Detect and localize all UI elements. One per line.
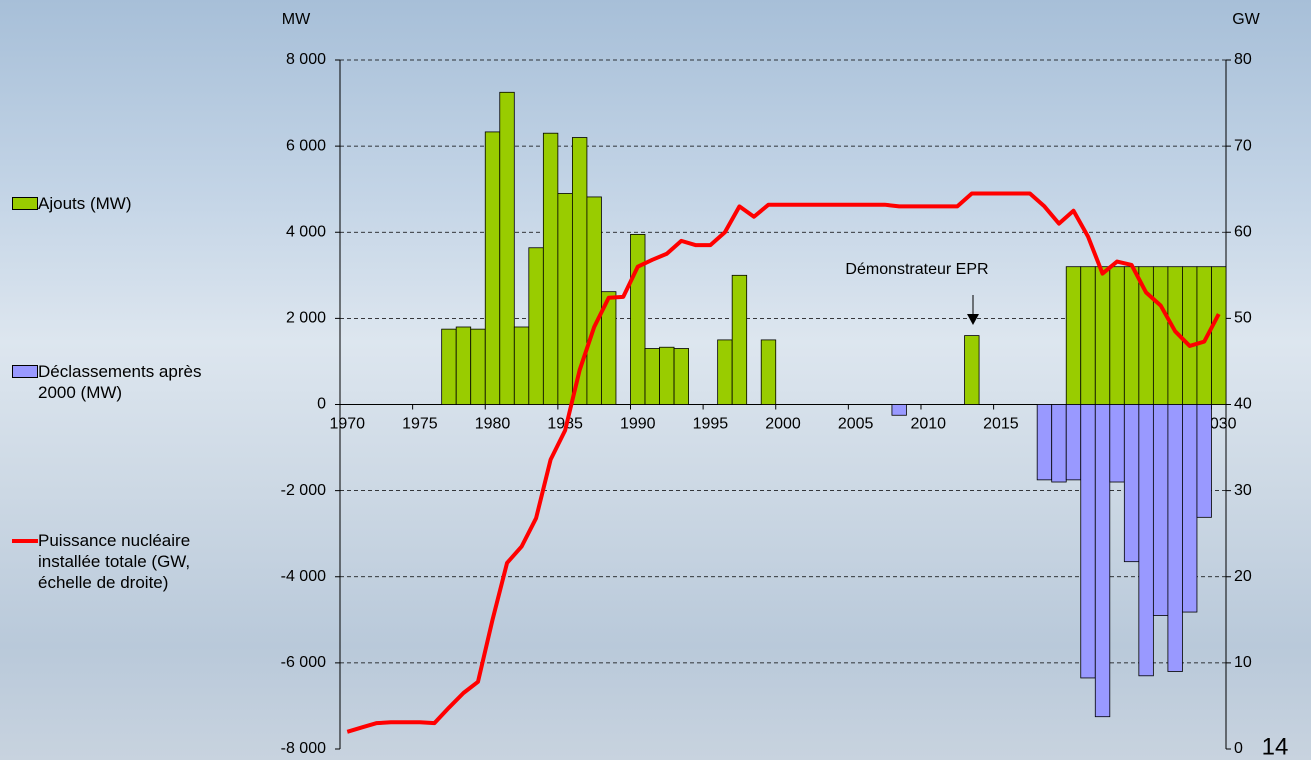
x-tick-label: 1970 xyxy=(329,416,365,433)
y2-tick-label: 50 xyxy=(1234,310,1252,327)
y-tick-label: -2 000 xyxy=(281,482,326,499)
bar xyxy=(1036,404,1053,481)
bar xyxy=(1109,404,1125,483)
bar xyxy=(455,326,472,405)
bar xyxy=(1196,404,1212,518)
bar xyxy=(1182,404,1198,613)
line xyxy=(346,191,1221,734)
bar xyxy=(1094,266,1111,405)
bar xyxy=(1138,404,1154,677)
annotation-arrowhead xyxy=(967,314,979,325)
annotation: Démonstrateur EPR xyxy=(845,261,988,278)
bar xyxy=(528,247,544,405)
bar xyxy=(1123,404,1140,563)
y2-tick-label: 60 xyxy=(1234,223,1252,240)
bar xyxy=(1182,266,1198,405)
legend-item: Puissance nucléaire installée totale (GW… xyxy=(12,530,208,593)
x-tick-label: 2000 xyxy=(765,416,801,433)
x-tick-label: 2015 xyxy=(983,416,1019,433)
legend-swatch xyxy=(12,197,38,210)
x-tick-label: 1995 xyxy=(693,416,729,433)
y2-tick-label: 0 xyxy=(1234,740,1243,757)
bar xyxy=(1152,266,1169,405)
y-tick-label: 2 000 xyxy=(286,310,326,327)
legend-item: Déclassements après 2000 (MW) xyxy=(12,361,213,403)
y-unit-left: MW xyxy=(282,11,311,28)
bar xyxy=(1211,266,1227,405)
bar xyxy=(441,328,457,405)
bar xyxy=(1138,266,1154,405)
bar xyxy=(1065,404,1082,481)
bar xyxy=(891,404,907,416)
bar xyxy=(1080,404,1096,679)
y-tick-label: -4 000 xyxy=(281,568,326,585)
bar xyxy=(470,328,486,405)
bar xyxy=(659,346,675,405)
legend-label: Déclassements après 2000 (MW) xyxy=(38,362,202,402)
bar xyxy=(542,132,559,405)
bar xyxy=(760,339,777,405)
x-tick-label: 1980 xyxy=(475,416,511,433)
y-tick-label: 8 000 xyxy=(286,51,326,68)
bar xyxy=(964,335,980,405)
legend-swatch xyxy=(12,365,38,378)
bar xyxy=(484,131,501,405)
bar xyxy=(731,274,748,405)
y2-tick-label: 10 xyxy=(1234,654,1252,671)
bar xyxy=(644,348,660,405)
bar xyxy=(601,291,617,405)
bar xyxy=(1051,404,1067,483)
plot-area: -8 000 -6 000 -4 000 -2 000 0 2 000 4 000 6 000… xyxy=(281,51,1252,757)
bar xyxy=(1065,266,1082,405)
y2-tick-label: 30 xyxy=(1234,482,1252,499)
bar xyxy=(673,348,689,405)
bar xyxy=(1109,266,1125,405)
legend-item: Ajouts (MW) xyxy=(12,193,223,214)
bar xyxy=(557,193,573,405)
legend-label: Puissance nucléaire installée totale (GW… xyxy=(38,531,191,592)
bar xyxy=(513,326,530,405)
legend-swatch xyxy=(12,539,38,543)
bar xyxy=(1094,404,1111,718)
y-unit-right: GW xyxy=(1232,11,1260,28)
x-tick-label: 1975 xyxy=(402,416,438,433)
bar xyxy=(1167,404,1183,672)
y2-tick-label: 70 xyxy=(1234,137,1252,154)
bar xyxy=(1152,404,1169,616)
legend-label: Ajouts (MW) xyxy=(38,194,132,213)
x-tick-label: 1990 xyxy=(620,416,656,433)
y2-tick-label: 20 xyxy=(1234,568,1252,585)
page-number: 14 xyxy=(1262,733,1289,760)
bar xyxy=(1123,266,1140,405)
y2-tick-label: 80 xyxy=(1234,51,1252,68)
y-tick-label: -8 000 xyxy=(281,740,326,757)
x-tick-label: 2005 xyxy=(838,416,874,433)
y-tick-label: 4 000 xyxy=(286,223,326,240)
bar xyxy=(499,91,515,405)
y-tick-label: 6 000 xyxy=(286,137,326,154)
y-tick-label: 0 xyxy=(317,396,326,413)
bar xyxy=(717,339,733,405)
x-tick-label: 2010 xyxy=(910,416,946,433)
bar xyxy=(1080,266,1096,405)
y-tick-label: -6 000 xyxy=(281,654,326,671)
bar xyxy=(586,196,602,405)
bar xyxy=(630,234,646,405)
y2-tick-label: 40 xyxy=(1234,396,1252,413)
